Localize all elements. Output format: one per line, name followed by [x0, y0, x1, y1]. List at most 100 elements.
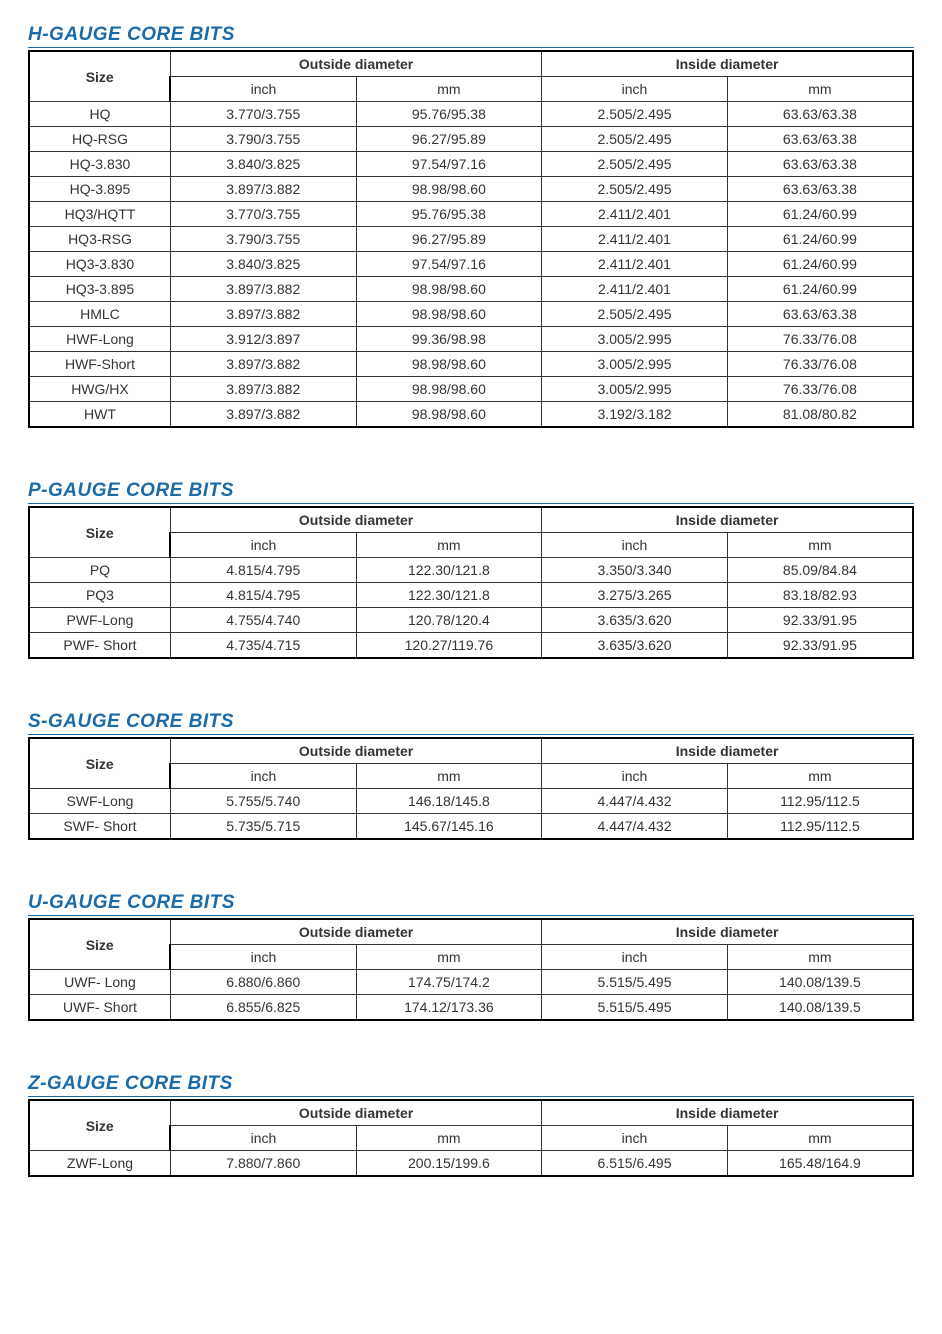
cell-outside-mm: 120.27/119.76: [356, 633, 542, 659]
cell-outside-inch: 3.897/3.882: [170, 302, 356, 327]
cell-inside-mm: 140.08/139.5: [727, 970, 913, 995]
cell-outside-mm: 99.36/98.98: [356, 327, 542, 352]
cell-outside-mm: 98.98/98.60: [356, 277, 542, 302]
cell-inside-inch: 5.515/5.495: [542, 995, 728, 1021]
col-header-outside: Outside diameter: [170, 507, 541, 533]
cell-outside-inch: 3.897/3.882: [170, 377, 356, 402]
cell-inside-mm: 165.48/164.9: [727, 1151, 913, 1177]
cell-outside-inch: 5.735/5.715: [170, 814, 356, 840]
cell-outside-mm: 122.30/121.8: [356, 583, 542, 608]
cell-outside-inch: 3.770/3.755: [170, 102, 356, 127]
cell-size: HQ-RSG: [29, 127, 170, 152]
cell-size: HWG/HX: [29, 377, 170, 402]
cell-outside-mm: 174.75/174.2: [356, 970, 542, 995]
col-header-inside-mm: mm: [727, 1126, 913, 1151]
table-row: PWF-Long4.755/4.740120.78/120.43.635/3.6…: [29, 608, 913, 633]
cell-outside-mm: 95.76/95.38: [356, 202, 542, 227]
cell-size: PQ: [29, 558, 170, 583]
col-header-inside: Inside diameter: [542, 1100, 913, 1126]
cell-inside-mm: 140.08/139.5: [727, 995, 913, 1021]
col-header-outside-mm: mm: [356, 1126, 542, 1151]
cell-inside-mm: 63.63/63.38: [727, 127, 913, 152]
section-title: Z-GAUGE CORE BITS: [28, 1073, 914, 1097]
col-header-inside-mm: mm: [727, 764, 913, 789]
col-header-outside-inch: inch: [170, 945, 356, 970]
cell-outside-mm: 96.27/95.89: [356, 227, 542, 252]
cell-inside-inch: 3.005/2.995: [542, 352, 728, 377]
table-row: HQ-3.8953.897/3.88298.98/98.602.505/2.49…: [29, 177, 913, 202]
section-title: P-GAUGE CORE BITS: [28, 480, 914, 504]
table-row: HQ3-3.8303.840/3.82597.54/97.162.411/2.4…: [29, 252, 913, 277]
col-header-inside-mm: mm: [727, 533, 913, 558]
col-header-inside: Inside diameter: [542, 507, 913, 533]
cell-size: HWT: [29, 402, 170, 428]
cell-inside-mm: 63.63/63.38: [727, 102, 913, 127]
table-row: PQ34.815/4.795122.30/121.83.275/3.26583.…: [29, 583, 913, 608]
cell-size: UWF- Short: [29, 995, 170, 1021]
cell-inside-inch: 2.505/2.495: [542, 302, 728, 327]
cell-size: PQ3: [29, 583, 170, 608]
cell-inside-mm: 76.33/76.08: [727, 327, 913, 352]
gauge-section: P-GAUGE CORE BITSSizeOutside diameterIns…: [28, 480, 914, 659]
col-header-size: Size: [29, 507, 170, 558]
col-header-outside-mm: mm: [356, 764, 542, 789]
cell-inside-mm: 63.63/63.38: [727, 177, 913, 202]
col-header-inside-inch: inch: [542, 77, 728, 102]
cell-outside-mm: 146.18/145.8: [356, 789, 542, 814]
cell-inside-inch: 6.515/6.495: [542, 1151, 728, 1177]
cell-outside-mm: 174.12/173.36: [356, 995, 542, 1021]
table-row: HWF-Long3.912/3.89799.36/98.983.005/2.99…: [29, 327, 913, 352]
cell-inside-inch: 2.505/2.495: [542, 102, 728, 127]
spec-table: SizeOutside diameterInside diameterinchm…: [28, 506, 914, 659]
cell-outside-inch: 4.815/4.795: [170, 558, 356, 583]
col-header-outside: Outside diameter: [170, 919, 541, 945]
spec-table: SizeOutside diameterInside diameterinchm…: [28, 1099, 914, 1177]
cell-inside-mm: 81.08/80.82: [727, 402, 913, 428]
spec-table: SizeOutside diameterInside diameterinchm…: [28, 50, 914, 428]
table-row: ZWF-Long7.880/7.860200.15/199.66.515/6.4…: [29, 1151, 913, 1177]
cell-outside-mm: 145.67/145.16: [356, 814, 542, 840]
col-header-inside-inch: inch: [542, 764, 728, 789]
table-row: HQ3.770/3.75595.76/95.382.505/2.49563.63…: [29, 102, 913, 127]
cell-outside-inch: 3.790/3.755: [170, 127, 356, 152]
gauge-section: U-GAUGE CORE BITSSizeOutside diameterIns…: [28, 892, 914, 1021]
cell-outside-inch: 3.897/3.882: [170, 352, 356, 377]
spec-table: SizeOutside diameterInside diameterinchm…: [28, 918, 914, 1021]
cell-size: HQ3/HQTT: [29, 202, 170, 227]
gauge-section: Z-GAUGE CORE BITSSizeOutside diameterIns…: [28, 1073, 914, 1177]
cell-outside-mm: 96.27/95.89: [356, 127, 542, 152]
cell-size: HQ3-3.895: [29, 277, 170, 302]
cell-outside-mm: 97.54/97.16: [356, 252, 542, 277]
cell-inside-inch: 2.505/2.495: [542, 152, 728, 177]
cell-outside-mm: 122.30/121.8: [356, 558, 542, 583]
col-header-outside-inch: inch: [170, 764, 356, 789]
cell-size: HQ3-RSG: [29, 227, 170, 252]
cell-size: HWF-Short: [29, 352, 170, 377]
table-row: HWF-Short3.897/3.88298.98/98.603.005/2.9…: [29, 352, 913, 377]
cell-size: HQ3-3.830: [29, 252, 170, 277]
col-header-outside-mm: mm: [356, 945, 542, 970]
col-header-inside-mm: mm: [727, 77, 913, 102]
cell-outside-inch: 3.840/3.825: [170, 252, 356, 277]
cell-outside-mm: 95.76/95.38: [356, 102, 542, 127]
cell-inside-mm: 61.24/60.99: [727, 227, 913, 252]
cell-inside-inch: 3.275/3.265: [542, 583, 728, 608]
cell-size: HQ-3.895: [29, 177, 170, 202]
col-header-outside-inch: inch: [170, 533, 356, 558]
col-header-inside-inch: inch: [542, 533, 728, 558]
cell-inside-inch: 4.447/4.432: [542, 814, 728, 840]
cell-size: HQ-3.830: [29, 152, 170, 177]
cell-inside-inch: 3.350/3.340: [542, 558, 728, 583]
col-header-size: Size: [29, 1100, 170, 1151]
cell-size: HMLC: [29, 302, 170, 327]
cell-size: SWF- Short: [29, 814, 170, 840]
table-row: HMLC3.897/3.88298.98/98.602.505/2.49563.…: [29, 302, 913, 327]
spec-table: SizeOutside diameterInside diameterinchm…: [28, 737, 914, 840]
cell-outside-mm: 98.98/98.60: [356, 377, 542, 402]
cell-outside-inch: 4.755/4.740: [170, 608, 356, 633]
cell-inside-inch: 3.635/3.620: [542, 608, 728, 633]
cell-outside-inch: 4.735/4.715: [170, 633, 356, 659]
cell-inside-inch: 2.411/2.401: [542, 252, 728, 277]
table-row: HQ3-3.8953.897/3.88298.98/98.602.411/2.4…: [29, 277, 913, 302]
cell-outside-mm: 120.78/120.4: [356, 608, 542, 633]
